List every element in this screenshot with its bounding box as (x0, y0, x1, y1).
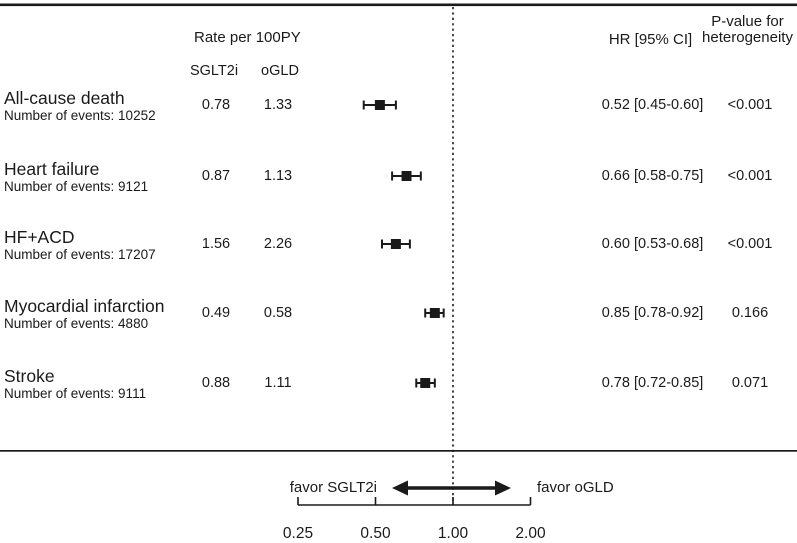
outcome-label: All-cause death (4, 88, 125, 108)
ci-marker (381, 239, 411, 249)
favor-ogld-label: favor oGLD (537, 479, 614, 496)
p-value: 0.071 (731, 375, 769, 391)
pvalue-column-header: P-value for heterogeneity (700, 14, 795, 46)
pvalue-header-line1: P-value for (711, 13, 784, 30)
sglt2i-column-header: SGLT2i (189, 63, 239, 79)
ci-marker (424, 308, 445, 318)
events-count: Number of events: 9121 (4, 179, 149, 194)
favor-arrow (392, 480, 511, 496)
x-tick-label: 2.00 (515, 525, 546, 542)
ci-marker (391, 171, 422, 181)
hr-column-header: HR [95% CI] (608, 31, 693, 48)
ogld-column-header: oGLD (261, 63, 299, 79)
outcome-row-myocardial-infarction: Myocardial infarction Number of events: … (0, 296, 797, 336)
p-value: <0.001 (727, 168, 773, 184)
top-rule (0, 3, 797, 7)
x-axis-layer (297, 497, 532, 506)
p-value: <0.001 (727, 97, 773, 113)
x-tick-label: 0.50 (360, 525, 391, 542)
rate-sglt2i: 0.87 (201, 168, 231, 184)
hr-ci-value: 0.66 [0.58-0.75] (601, 168, 704, 184)
hr-ci-value: 0.78 [0.72-0.85] (601, 375, 704, 391)
ci-markers-layer (362, 100, 445, 388)
rate-sglt2i: 0.78 (201, 97, 231, 113)
hr-ci-value: 0.52 [0.45-0.60] (601, 97, 704, 113)
outcome-label: Stroke (4, 366, 55, 386)
rate-sglt2i: 0.88 (201, 375, 231, 391)
events-count: Number of events: 4880 (4, 316, 149, 331)
rate-group-header: Rate per 100PY (194, 29, 301, 46)
hr-ci-value: 0.60 [0.53-0.68] (601, 236, 704, 252)
outcome-label: Myocardial infarction (4, 296, 165, 316)
p-value: 0.166 (731, 305, 769, 321)
pvalue-header-line2: heterogeneity (702, 29, 793, 46)
rate-ogld: 1.33 (263, 97, 293, 113)
outcome-row-heart-failure: Heart failure Number of events: 9121 0.8… (0, 159, 797, 199)
outcome-row-all-cause-death: All-cause death Number of events: 10252 … (0, 88, 797, 128)
p-value: <0.001 (727, 236, 773, 252)
ci-marker (362, 100, 397, 110)
events-count: Number of events: 9111 (4, 386, 147, 401)
rate-sglt2i: 0.49 (201, 305, 231, 321)
rate-ogld: 0.58 (263, 305, 293, 321)
x-tick-label: 1.00 (437, 525, 469, 542)
outcome-label: HF+ACD (4, 227, 75, 247)
favor-sglt2i-label: favor SGLT2i (289, 479, 377, 496)
events-count: Number of events: 17207 (4, 247, 156, 262)
outcome-row-stroke: Stroke Number of events: 9111 0.88 1.11 … (0, 366, 797, 406)
x-tick-label: 0.25 (282, 525, 314, 542)
rate-ogld: 1.13 (263, 168, 293, 184)
rate-sglt2i: 1.56 (201, 236, 231, 252)
hr-ci-value: 0.85 [0.78-0.92] (601, 305, 704, 321)
events-count: Number of events: 10252 (4, 108, 156, 123)
outcome-row-hf-acd: HF+ACD Number of events: 17207 1.56 2.26… (0, 227, 797, 267)
section-divider-rule (0, 450, 797, 452)
outcome-label: Heart failure (4, 159, 100, 179)
rate-ogld: 1.11 (264, 375, 292, 391)
ci-marker (415, 378, 436, 388)
rate-ogld: 2.26 (263, 236, 293, 252)
